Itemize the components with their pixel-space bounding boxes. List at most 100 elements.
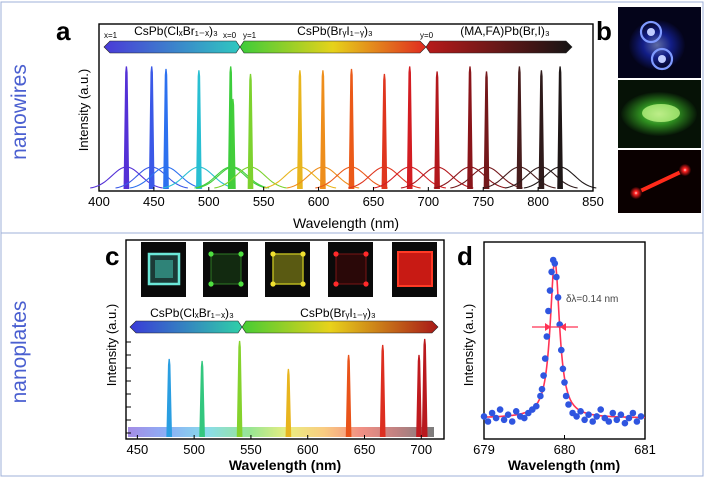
data-point: [597, 406, 604, 413]
segment-label-cl-br: CsPb(ClₓBr₁₋ₓ)₃: [134, 24, 218, 38]
data-point: [585, 411, 592, 419]
panel-b-images: [618, 7, 701, 213]
lasing-peak: [320, 70, 326, 190]
data-point: [573, 413, 580, 420]
segment-label-ma-fa: (MA,FA)Pb(Br,I)₃: [460, 24, 550, 38]
data-point: [633, 418, 641, 425]
data-point: [617, 411, 625, 419]
data-point: [581, 416, 588, 424]
data-point: [538, 385, 546, 393]
data-point: [543, 333, 551, 340]
data-point: [559, 365, 567, 373]
data-point: [533, 402, 540, 410]
panel-d-x-ticks: 679 680 681: [473, 435, 656, 457]
data-point: [562, 392, 570, 400]
section-label-nanowires: nanowires: [8, 64, 31, 160]
data-point: [593, 413, 600, 420]
data-point: [621, 419, 629, 427]
data-point: [512, 408, 520, 415]
fwhm-annotation: δλ=0.14 nm: [566, 294, 618, 305]
lasing-peak: [348, 68, 355, 190]
arrow-c-br-i: [241, 320, 439, 334]
x-tick-label: 500: [183, 442, 205, 457]
panel-a-x-axis-label: Wavelength (nm): [293, 215, 399, 231]
data-point: [545, 307, 552, 315]
data-point: [613, 416, 621, 424]
panel-label-b: b: [596, 16, 612, 46]
data-point: [500, 416, 508, 424]
lasing-peak: [236, 340, 243, 438]
lasing-peak: [557, 66, 563, 190]
data-point: [629, 409, 637, 417]
x-tick-label: 800: [527, 194, 549, 209]
lasing-peak: [379, 344, 386, 438]
x-tick-label: 650: [354, 442, 376, 457]
lasing-peak: [381, 73, 388, 190]
lasing-peak: [123, 66, 130, 190]
panel-d-axes: [483, 241, 646, 440]
data-point: [565, 401, 572, 408]
lasing-peak: [467, 66, 473, 190]
arrow-br-i: [239, 40, 427, 54]
panel-a-y-axis-label: Intensity (a.u.): [76, 69, 91, 151]
label-x0: x=0: [223, 31, 237, 40]
data-point: [492, 414, 500, 422]
data-point: [554, 294, 562, 301]
data-point: [609, 409, 617, 417]
panel-c-chart: CsPb(ClₓBr₁₋ₓ)₃ CsPb(BrᵧI₁₋ᵧ)₃ 450 500 550…: [104, 239, 445, 473]
panel-c-axes: [125, 239, 445, 440]
x-tick-label: 750: [472, 194, 494, 209]
data-point: [537, 392, 544, 400]
data-point: [484, 418, 492, 425]
label-y1: y=1: [243, 31, 257, 40]
label-x1: x=1: [104, 31, 118, 40]
x-tick-label: 650: [363, 194, 385, 209]
baseline-band: [128, 427, 434, 437]
x-tick-label: 600: [308, 194, 330, 209]
panel-c-spectra: [128, 338, 434, 438]
lasing-peak: [434, 71, 440, 190]
lasing-peak: [416, 354, 422, 438]
data-point: [480, 413, 488, 420]
arrow-cl-br: [103, 40, 241, 54]
data-point: [488, 409, 496, 417]
x-tick-label: 681: [634, 442, 656, 457]
lasing-peak: [483, 71, 490, 190]
panel-d-chart: δλ=0.14 nm 679 680 681 Intensity (a.u.) Wa…: [461, 241, 656, 473]
lasing-peak: [421, 338, 428, 438]
x-tick-label: 550: [240, 442, 262, 457]
data-point: [561, 379, 568, 386]
panel-d-y-axis-label: Intensity (a.u.): [461, 304, 476, 386]
data-point: [558, 346, 565, 354]
lasing-peak: [199, 360, 205, 438]
panel-a-spectra: [90, 66, 597, 190]
data-point: [553, 273, 560, 281]
panel-c-y-axis-label: Intensity (a.u.): [104, 304, 119, 386]
x-tick-label: 679: [473, 442, 495, 457]
x-tick-label: 400: [88, 194, 110, 209]
panel-d-x-axis-label: Wavelength (nm): [508, 457, 620, 473]
x-tick-label: 680: [554, 442, 576, 457]
panel-c-x-axis-label: Wavelength (nm): [229, 457, 341, 473]
lasing-peak: [516, 66, 523, 190]
x-tick-label: 450: [127, 442, 149, 457]
data-point: [637, 413, 645, 420]
data-point: [605, 418, 613, 425]
lasing-peak: [285, 368, 292, 438]
segment-label-br-i: CsPb(BrᵧI₁₋ᵧ)₃: [297, 24, 373, 38]
panel-c-x-ticks: 450 500 550 600 650 700: [126, 341, 432, 457]
panel-c-images: [141, 242, 437, 297]
lasing-peak: [163, 68, 169, 190]
x-tick-label: 600: [297, 442, 319, 457]
lasing-peak: [230, 98, 236, 190]
data-point: [496, 406, 504, 413]
x-tick-label: 550: [253, 194, 275, 209]
data-point: [541, 355, 549, 362]
segment-c-label-br-i: CsPb(BrᵧI₁₋ᵧ)₃: [300, 306, 376, 320]
lasing-peak: [247, 73, 254, 190]
data-point: [589, 418, 596, 425]
panel-label-a: a: [56, 16, 71, 46]
data-point: [508, 418, 516, 425]
panel-a-axes: [98, 23, 594, 192]
